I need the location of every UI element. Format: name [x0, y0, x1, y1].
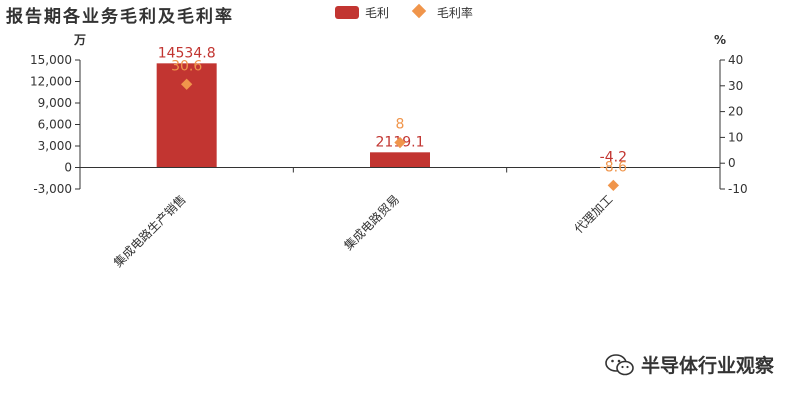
legend-item-gross-profit[interactable]: 毛利	[335, 4, 389, 21]
y-right-tick-label: 0	[728, 156, 736, 170]
bar	[583, 167, 644, 168]
margin-data-label: 30.6	[171, 58, 202, 74]
bar-data-label: 2119.1	[376, 134, 425, 150]
legend-label-gross-profit: 毛利	[365, 6, 390, 20]
legend-diamond-swatch	[407, 6, 431, 19]
margin-point	[607, 179, 619, 192]
margin-point	[181, 78, 193, 90]
y-left-tick-label: 12,000	[30, 75, 72, 89]
y-left-tick-label: 15,000	[30, 53, 72, 67]
watermark-text: 半导体行业观察	[640, 355, 774, 377]
margin-data-label: -8.6	[600, 159, 627, 175]
legend-bar-swatch	[335, 6, 359, 19]
legend-label-margin: 毛利率	[436, 6, 473, 20]
y-left-tick-label: 9,000	[38, 96, 72, 110]
y-left-tick-label: 0	[64, 161, 72, 175]
legend: 毛利 毛利率	[335, 4, 487, 22]
margin-data-label: 8	[396, 117, 405, 133]
wechat-icon	[605, 353, 634, 375]
bar	[156, 63, 217, 168]
y-right-tick-label: 10	[728, 130, 743, 144]
y-right-unit: %	[714, 33, 726, 47]
bar-data-label: 14534.8	[158, 45, 216, 61]
x-tick-label: 集成电路贸易	[341, 192, 403, 254]
y-left-tick-label: 3,000	[38, 139, 72, 153]
y-right-tick-label: 40	[728, 53, 743, 67]
y-right-tick-label: 20	[728, 105, 743, 119]
x-tick-label: 集成电路生产销售	[110, 192, 188, 270]
watermark: 半导体行业观察	[605, 351, 774, 378]
bar	[370, 152, 430, 168]
y-left-tick-label: -3,000	[33, 182, 72, 196]
x-tick-label: 代理加工	[572, 192, 616, 236]
y-right-tick-label: -10	[728, 182, 748, 196]
chart-title: 报告期各业务毛利及毛利率	[6, 7, 234, 27]
legend-item-margin[interactable]: 毛利率	[407, 4, 473, 21]
y-left-unit: 万	[73, 33, 86, 47]
y-right-tick-label: 30	[728, 79, 743, 93]
y-left-tick-label: 6,000	[38, 118, 72, 132]
margin-point	[394, 136, 406, 149]
bar-data-label: -4.2	[600, 150, 627, 166]
